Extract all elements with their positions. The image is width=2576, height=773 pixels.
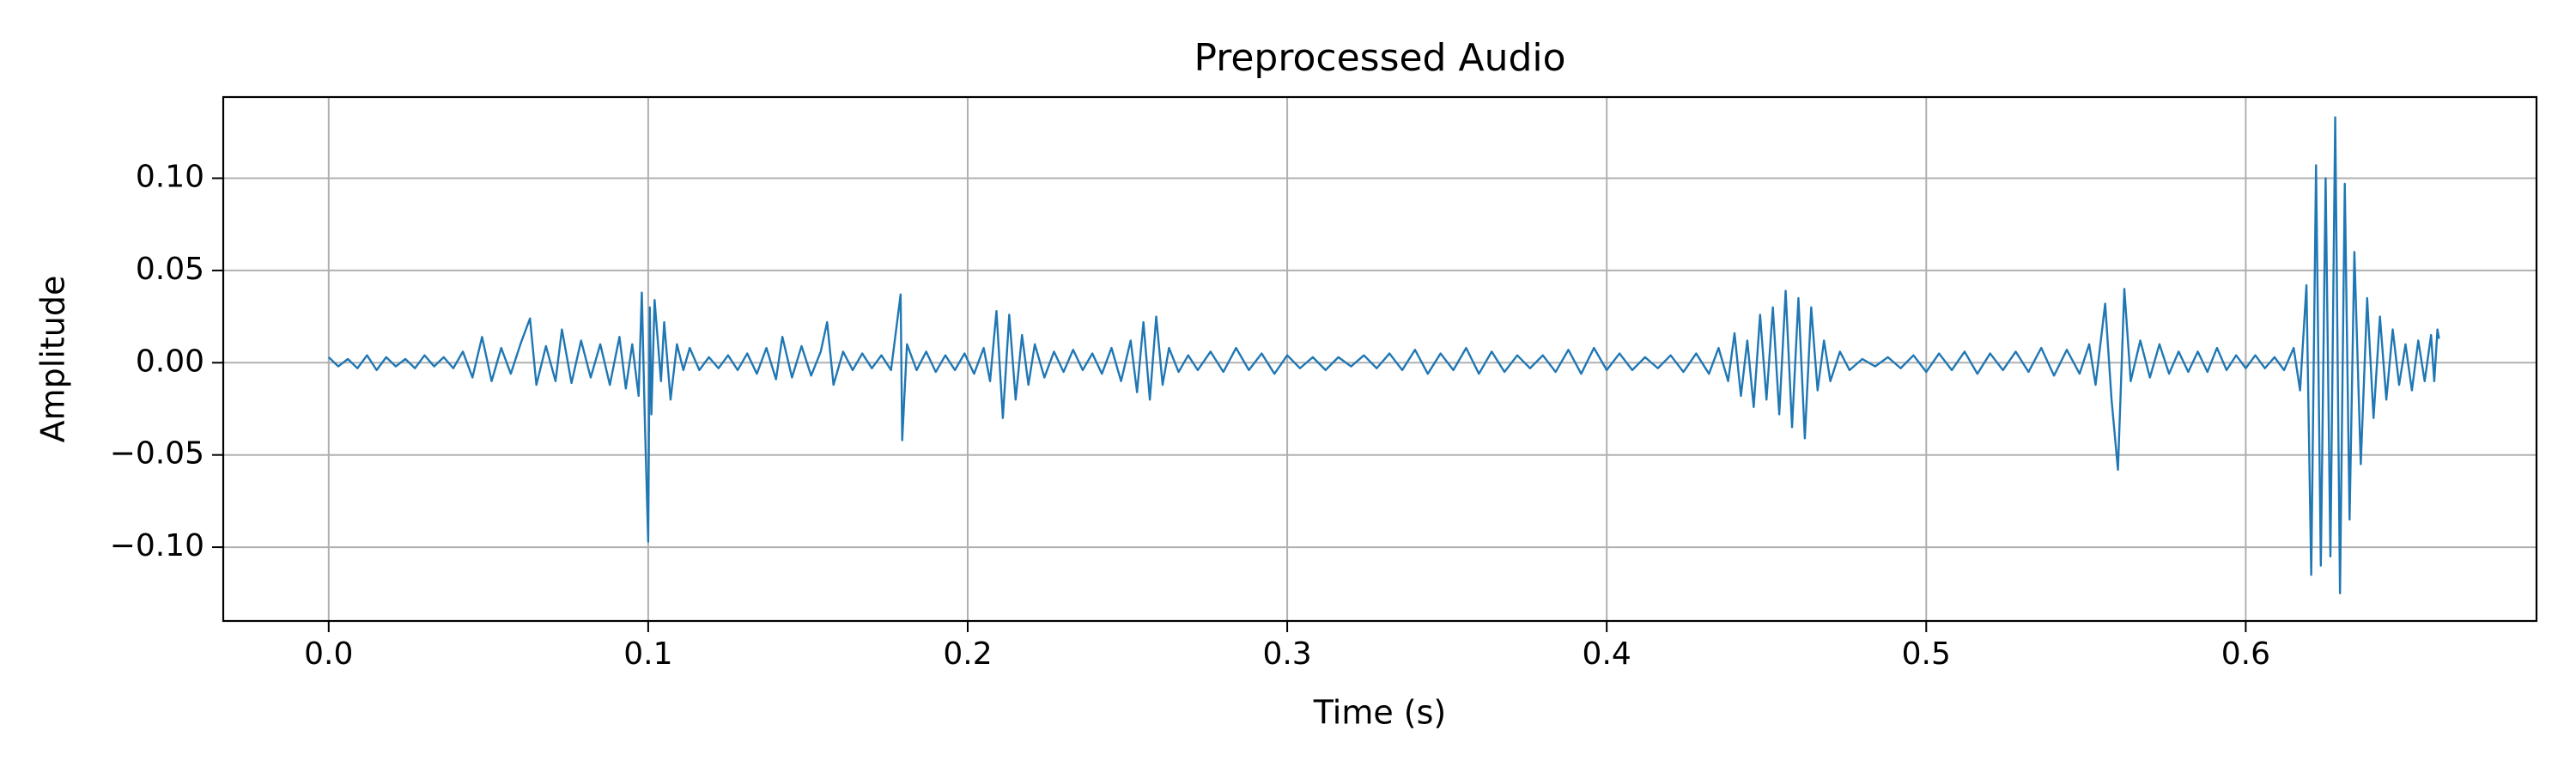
- x-tick-label: 0.4: [1583, 636, 1631, 672]
- x-axis-label: Time (s): [1313, 694, 1447, 732]
- y-axis-label: Amplitude: [34, 276, 72, 443]
- chart-title: Preprocessed Audio: [1194, 36, 1565, 80]
- x-tick-label: 0.1: [623, 636, 672, 672]
- ticks: 0.0 0.1 0.2 0.3 0.4 0.5 0.6 −0.10 −0.05 0.00 0.05 0…: [110, 160, 2270, 672]
- x-tick-label: 0.0: [304, 636, 353, 672]
- y-tick-label: 0.10: [136, 160, 204, 195]
- grid: [223, 97, 2537, 621]
- x-tick-label: 0.6: [2221, 636, 2270, 672]
- plot-area: [327, 116, 2440, 594]
- y-tick-label: 0.05: [136, 252, 204, 287]
- axes-frame: [222, 95, 2538, 623]
- y-tick-label: −0.10: [110, 528, 204, 563]
- x-tick-label: 0.3: [1262, 636, 1311, 672]
- waveform-line: [327, 116, 2440, 594]
- y-tick-label: −0.05: [110, 436, 204, 472]
- x-tick-label: 0.5: [1902, 636, 1951, 672]
- y-tick-label: 0.00: [136, 344, 204, 379]
- x-tick-label: 0.2: [943, 636, 992, 672]
